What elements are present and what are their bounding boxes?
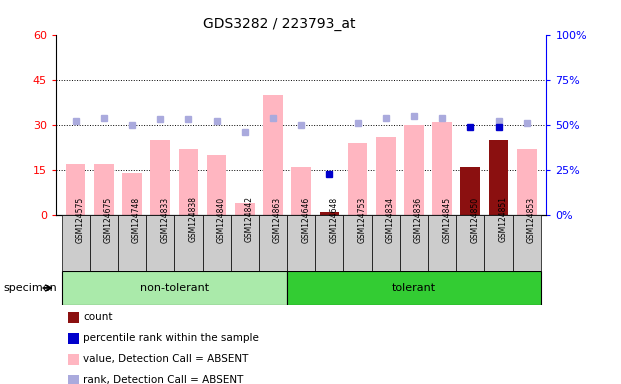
Bar <box>202 215 230 271</box>
Text: GSM124753: GSM124753 <box>358 196 366 243</box>
Bar <box>484 215 513 271</box>
Text: percentile rank within the sample: percentile rank within the sample <box>83 333 259 343</box>
Bar <box>489 140 509 215</box>
Text: GDS3282 / 223793_at: GDS3282 / 223793_at <box>203 17 356 31</box>
Bar <box>376 137 396 215</box>
Text: GSM124834: GSM124834 <box>386 197 395 243</box>
Bar <box>287 215 315 271</box>
Bar <box>513 215 541 271</box>
Bar <box>343 215 372 271</box>
Text: GSM124845: GSM124845 <box>442 197 451 243</box>
Bar <box>404 125 424 215</box>
Text: GSM124853: GSM124853 <box>527 197 536 243</box>
Bar <box>287 271 541 305</box>
Bar <box>315 215 343 271</box>
Bar <box>263 95 283 215</box>
Text: GSM124836: GSM124836 <box>414 197 423 243</box>
Bar <box>372 215 400 271</box>
Bar <box>89 215 118 271</box>
Bar <box>259 215 287 271</box>
Bar <box>291 167 311 215</box>
Text: GSM124833: GSM124833 <box>160 197 169 243</box>
Text: non-tolerant: non-tolerant <box>140 283 209 293</box>
Text: count: count <box>83 312 113 322</box>
Text: tolerant: tolerant <box>392 283 436 293</box>
Text: GSM124851: GSM124851 <box>499 197 507 242</box>
Bar <box>61 271 287 305</box>
Text: value, Detection Call = ABSENT: value, Detection Call = ABSENT <box>83 354 248 364</box>
Bar <box>230 215 259 271</box>
Text: GSM124648: GSM124648 <box>329 197 338 243</box>
Bar <box>179 149 198 215</box>
Bar <box>175 215 202 271</box>
Text: GSM124842: GSM124842 <box>245 197 254 242</box>
Text: specimen: specimen <box>3 283 57 293</box>
Bar <box>94 164 114 215</box>
Text: GSM124575: GSM124575 <box>76 196 84 243</box>
Bar <box>122 173 142 215</box>
Bar <box>150 140 170 215</box>
Bar <box>66 164 86 215</box>
Text: GSM124840: GSM124840 <box>217 197 225 243</box>
Bar <box>348 143 368 215</box>
Text: GSM124863: GSM124863 <box>273 197 282 243</box>
Bar <box>461 167 480 215</box>
Bar <box>235 203 255 215</box>
Bar <box>118 215 146 271</box>
Bar <box>517 149 537 215</box>
Text: GSM124838: GSM124838 <box>188 197 197 242</box>
Text: GSM124748: GSM124748 <box>132 197 141 243</box>
Bar <box>432 122 452 215</box>
Text: GSM124850: GSM124850 <box>470 197 479 243</box>
Text: GSM124646: GSM124646 <box>301 196 310 243</box>
Bar <box>400 215 428 271</box>
Bar <box>146 215 175 271</box>
Bar <box>61 215 89 271</box>
Text: rank, Detection Call = ABSENT: rank, Detection Call = ABSENT <box>83 375 243 384</box>
Bar <box>207 155 227 215</box>
Bar <box>320 212 339 215</box>
Bar <box>428 215 456 271</box>
Bar <box>456 215 484 271</box>
Text: GSM124675: GSM124675 <box>104 196 113 243</box>
